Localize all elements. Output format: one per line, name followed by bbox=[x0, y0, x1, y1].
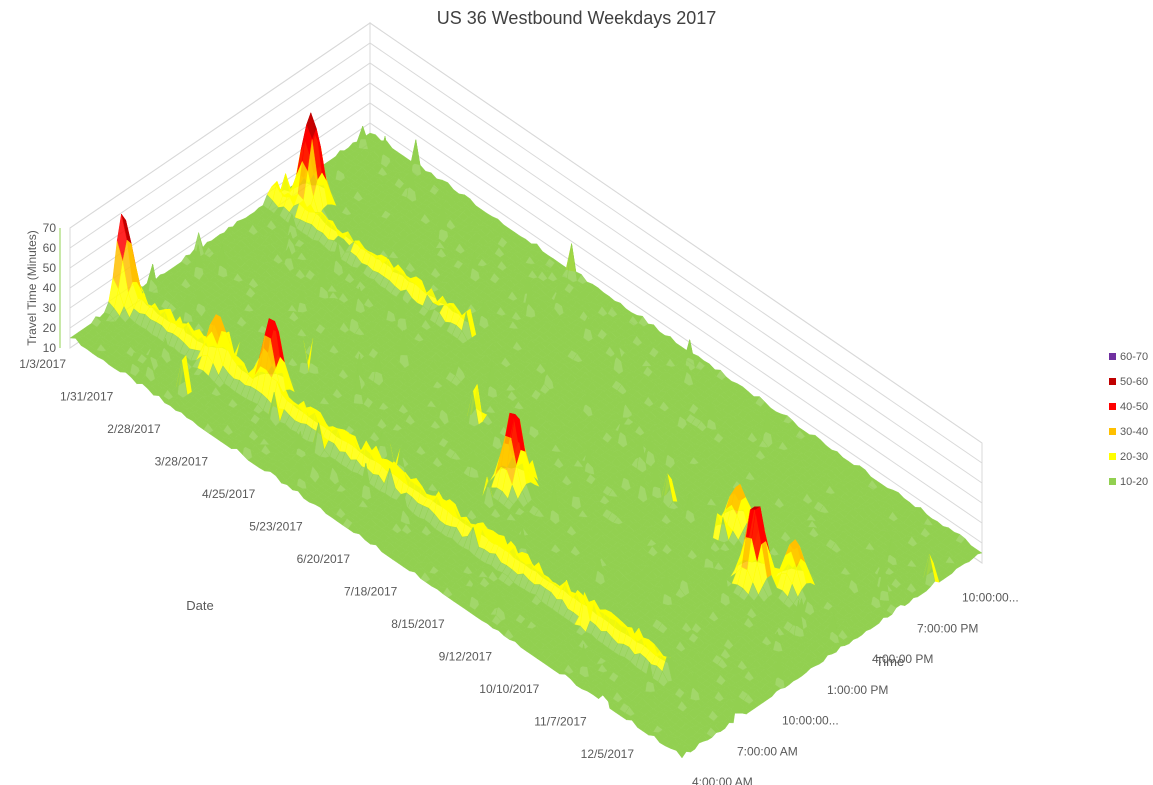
back-walls bbox=[69, 22, 983, 564]
surface bbox=[69, 112, 983, 759]
gridline bbox=[69, 82, 983, 504]
gridline bbox=[69, 42, 983, 464]
gridline bbox=[69, 122, 983, 544]
gridline bbox=[69, 22, 983, 444]
gridline bbox=[69, 62, 983, 484]
chart-title: US 36 Westbound Weekdays 2017 bbox=[436, 8, 717, 28]
gridline bbox=[69, 102, 983, 524]
